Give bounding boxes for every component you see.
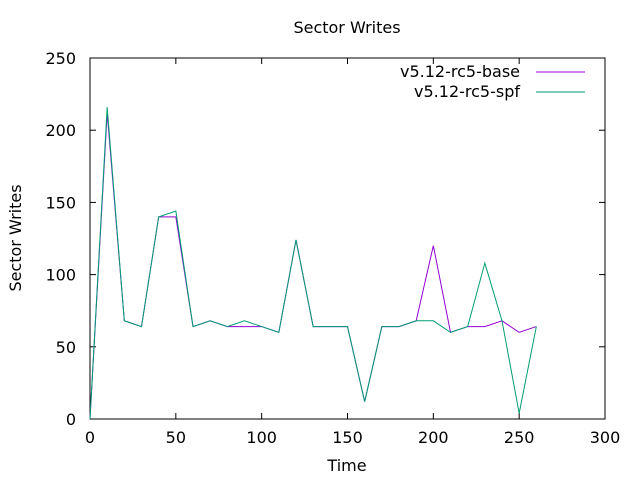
legend-label-2: v5.12-rc5-spf: [414, 82, 520, 101]
x-tick-label: 250: [504, 428, 535, 447]
x-tick-label: 50: [166, 428, 186, 447]
y-tick-label: 200: [45, 121, 76, 140]
y-tick-label: 100: [45, 266, 76, 285]
series-line-2: [89, 107, 537, 420]
y-tick-label: 0: [66, 410, 76, 429]
axis-ticks: 0 50 100 150 200 250 300 0 50 100 150 200 250: [45, 49, 620, 447]
x-tick-label: 200: [418, 428, 449, 447]
series-lines: [89, 107, 537, 420]
x-tick-label: 100: [246, 428, 277, 447]
y-tick-label: 50: [56, 338, 76, 357]
x-tick-label: 300: [590, 428, 621, 447]
series-line-1: [89, 112, 537, 420]
x-axis-label: Time: [326, 456, 366, 475]
legend-label-1: v5.12-rc5-base: [400, 62, 520, 81]
y-tick-label: 250: [45, 49, 76, 68]
chart-title: Sector Writes: [293, 18, 400, 37]
x-tick-label: 150: [332, 428, 363, 447]
y-tick-label: 150: [45, 193, 76, 212]
x-tick-label: 0: [85, 428, 95, 447]
plot-area-border: [89, 57, 606, 420]
y-axis-label: Sector Writes: [6, 184, 25, 291]
